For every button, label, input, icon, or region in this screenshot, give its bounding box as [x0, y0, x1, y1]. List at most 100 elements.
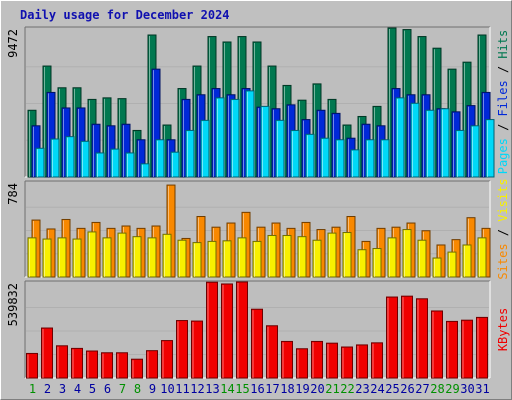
sites-bar-day-17	[267, 234, 277, 278]
sites-bar-day-31	[477, 237, 487, 278]
kbytes-bar-day-3	[56, 345, 68, 379]
sites-bar-day-21	[327, 232, 337, 278]
x-tick-label-day-3: 3	[59, 382, 66, 396]
sites-bar-day-3	[57, 237, 67, 278]
sites-bar-day-8	[132, 236, 142, 278]
pages-bar-day-15	[245, 90, 255, 178]
kbytes-bar-day-18	[281, 340, 293, 379]
pages-bar-day-2	[50, 138, 60, 178]
pages-bar-day-23	[365, 139, 375, 178]
x-tick-label-day-10: 10	[160, 382, 174, 396]
sites-bar-day-23	[357, 249, 367, 278]
sites-bar-day-18	[282, 234, 292, 278]
pages-bar-day-26	[410, 102, 420, 178]
pages-bar-day-10	[170, 151, 180, 178]
x-tick-label-day-16: 16	[250, 382, 264, 396]
kbytes-ymax-label: 539832	[6, 283, 20, 326]
pages-bar-day-28	[440, 108, 450, 178]
sites-bar-day-19	[297, 236, 307, 278]
visits-axis-label: Sites / Visits	[496, 178, 510, 279]
visits-axis-label-separator: /	[496, 222, 510, 244]
kbytes-bar-day-15	[236, 281, 248, 379]
pages-bar-day-30	[470, 125, 480, 178]
sites-bar-day-30	[462, 244, 472, 278]
x-tick-label-day-25: 25	[385, 382, 399, 396]
main-axis-label-separator: /	[496, 59, 510, 81]
main-axis-label-pages: Pages	[496, 138, 510, 174]
x-tick-label-day-20: 20	[310, 382, 324, 396]
pages-bar-day-29	[455, 129, 465, 178]
pages-bar-day-31	[485, 119, 495, 178]
visits-ymax-label: 784	[6, 183, 20, 205]
visits-axis-label-visits: Visits	[496, 178, 510, 221]
sites-bar-day-24	[372, 248, 382, 278]
kbytes-bar-day-24	[371, 342, 383, 379]
x-tick-label-day-31: 31	[475, 382, 489, 396]
kbytes-bar-day-22	[341, 346, 353, 379]
kbytes-bar-day-27	[416, 298, 428, 379]
pages-bar-day-13	[215, 97, 225, 178]
kbytes-bar-day-16	[251, 308, 263, 379]
x-tick-label-day-26: 26	[400, 382, 414, 396]
sites-bar-day-29	[447, 251, 457, 278]
kbytes-bar-day-17	[266, 325, 278, 379]
x-tick-label-day-17: 17	[265, 382, 279, 396]
kbytes-bar-day-7	[116, 352, 128, 379]
x-tick-label-day-11: 11	[175, 382, 189, 396]
kbytes-bar-day-10	[161, 340, 173, 379]
sites-bar-day-20	[312, 239, 322, 278]
x-tick-label-day-8: 8	[134, 382, 141, 396]
sites-bar-day-27	[417, 239, 427, 278]
x-tick-label-day-5: 5	[89, 382, 96, 396]
sites-bar-day-9	[147, 237, 157, 278]
pages-bar-day-19	[305, 133, 315, 178]
sites-bar-day-5	[87, 231, 97, 278]
x-tick-label-day-19: 19	[295, 382, 309, 396]
kbytes-bar-day-14	[221, 283, 233, 379]
pages-bar-day-9	[155, 139, 165, 178]
x-tick-label-day-18: 18	[280, 382, 294, 396]
pages-bar-day-1	[35, 147, 45, 178]
kbytes-bar-day-26	[401, 295, 413, 379]
main-ymax-label: 9472	[6, 29, 20, 58]
sites-bar-day-26	[402, 229, 412, 278]
x-tick-label-day-22: 22	[340, 382, 354, 396]
x-tick-label-day-29: 29	[445, 382, 459, 396]
pages-bar-day-4	[80, 140, 90, 178]
kbytes-bar-day-30	[461, 319, 473, 379]
kbytes-bar-day-9	[146, 350, 158, 379]
kbytes-bar-day-12	[191, 320, 203, 379]
x-tick-label-day-13: 13	[205, 382, 219, 396]
kbytes-bar-day-19	[296, 348, 308, 379]
pages-bar-day-3	[65, 136, 75, 178]
pages-bar-day-21	[335, 139, 345, 178]
kbytes-axis-label: KBytes	[496, 308, 510, 351]
sites-bar-day-22	[342, 232, 352, 278]
kbytes-bar-day-8	[131, 358, 143, 379]
main-axis-label-hits: Hits	[496, 30, 510, 59]
x-tick-label-day-1: 1	[29, 382, 36, 396]
sites-bar-day-28	[432, 257, 442, 278]
pages-bar-day-27	[425, 109, 435, 178]
kbytes-bar-day-28	[431, 310, 443, 379]
x-tick-label-day-12: 12	[190, 382, 204, 396]
sites-bar-day-13	[207, 240, 217, 278]
pages-bar-day-24	[380, 139, 390, 178]
kbytes-bar-day-23	[356, 344, 368, 379]
pages-bar-day-6	[110, 148, 120, 178]
kbytes-bar-day-25	[386, 296, 398, 379]
x-tick-label-day-27: 27	[415, 382, 429, 396]
x-tick-label-day-2: 2	[44, 382, 51, 396]
pages-bar-day-7	[125, 152, 135, 178]
kbytes-bar-day-2	[41, 327, 53, 379]
x-tick-label-day-15: 15	[235, 382, 249, 396]
x-tick-label-day-7: 7	[119, 382, 126, 396]
kbytes-bar-day-1	[26, 352, 38, 379]
pages-bar-day-8	[140, 163, 150, 178]
sites-bar-day-16	[252, 240, 262, 278]
sites-bar-day-10	[162, 233, 172, 278]
x-tick-label-day-14: 14	[220, 382, 234, 396]
x-tick-label-day-9: 9	[149, 382, 156, 396]
pages-bar-day-16	[260, 105, 270, 178]
